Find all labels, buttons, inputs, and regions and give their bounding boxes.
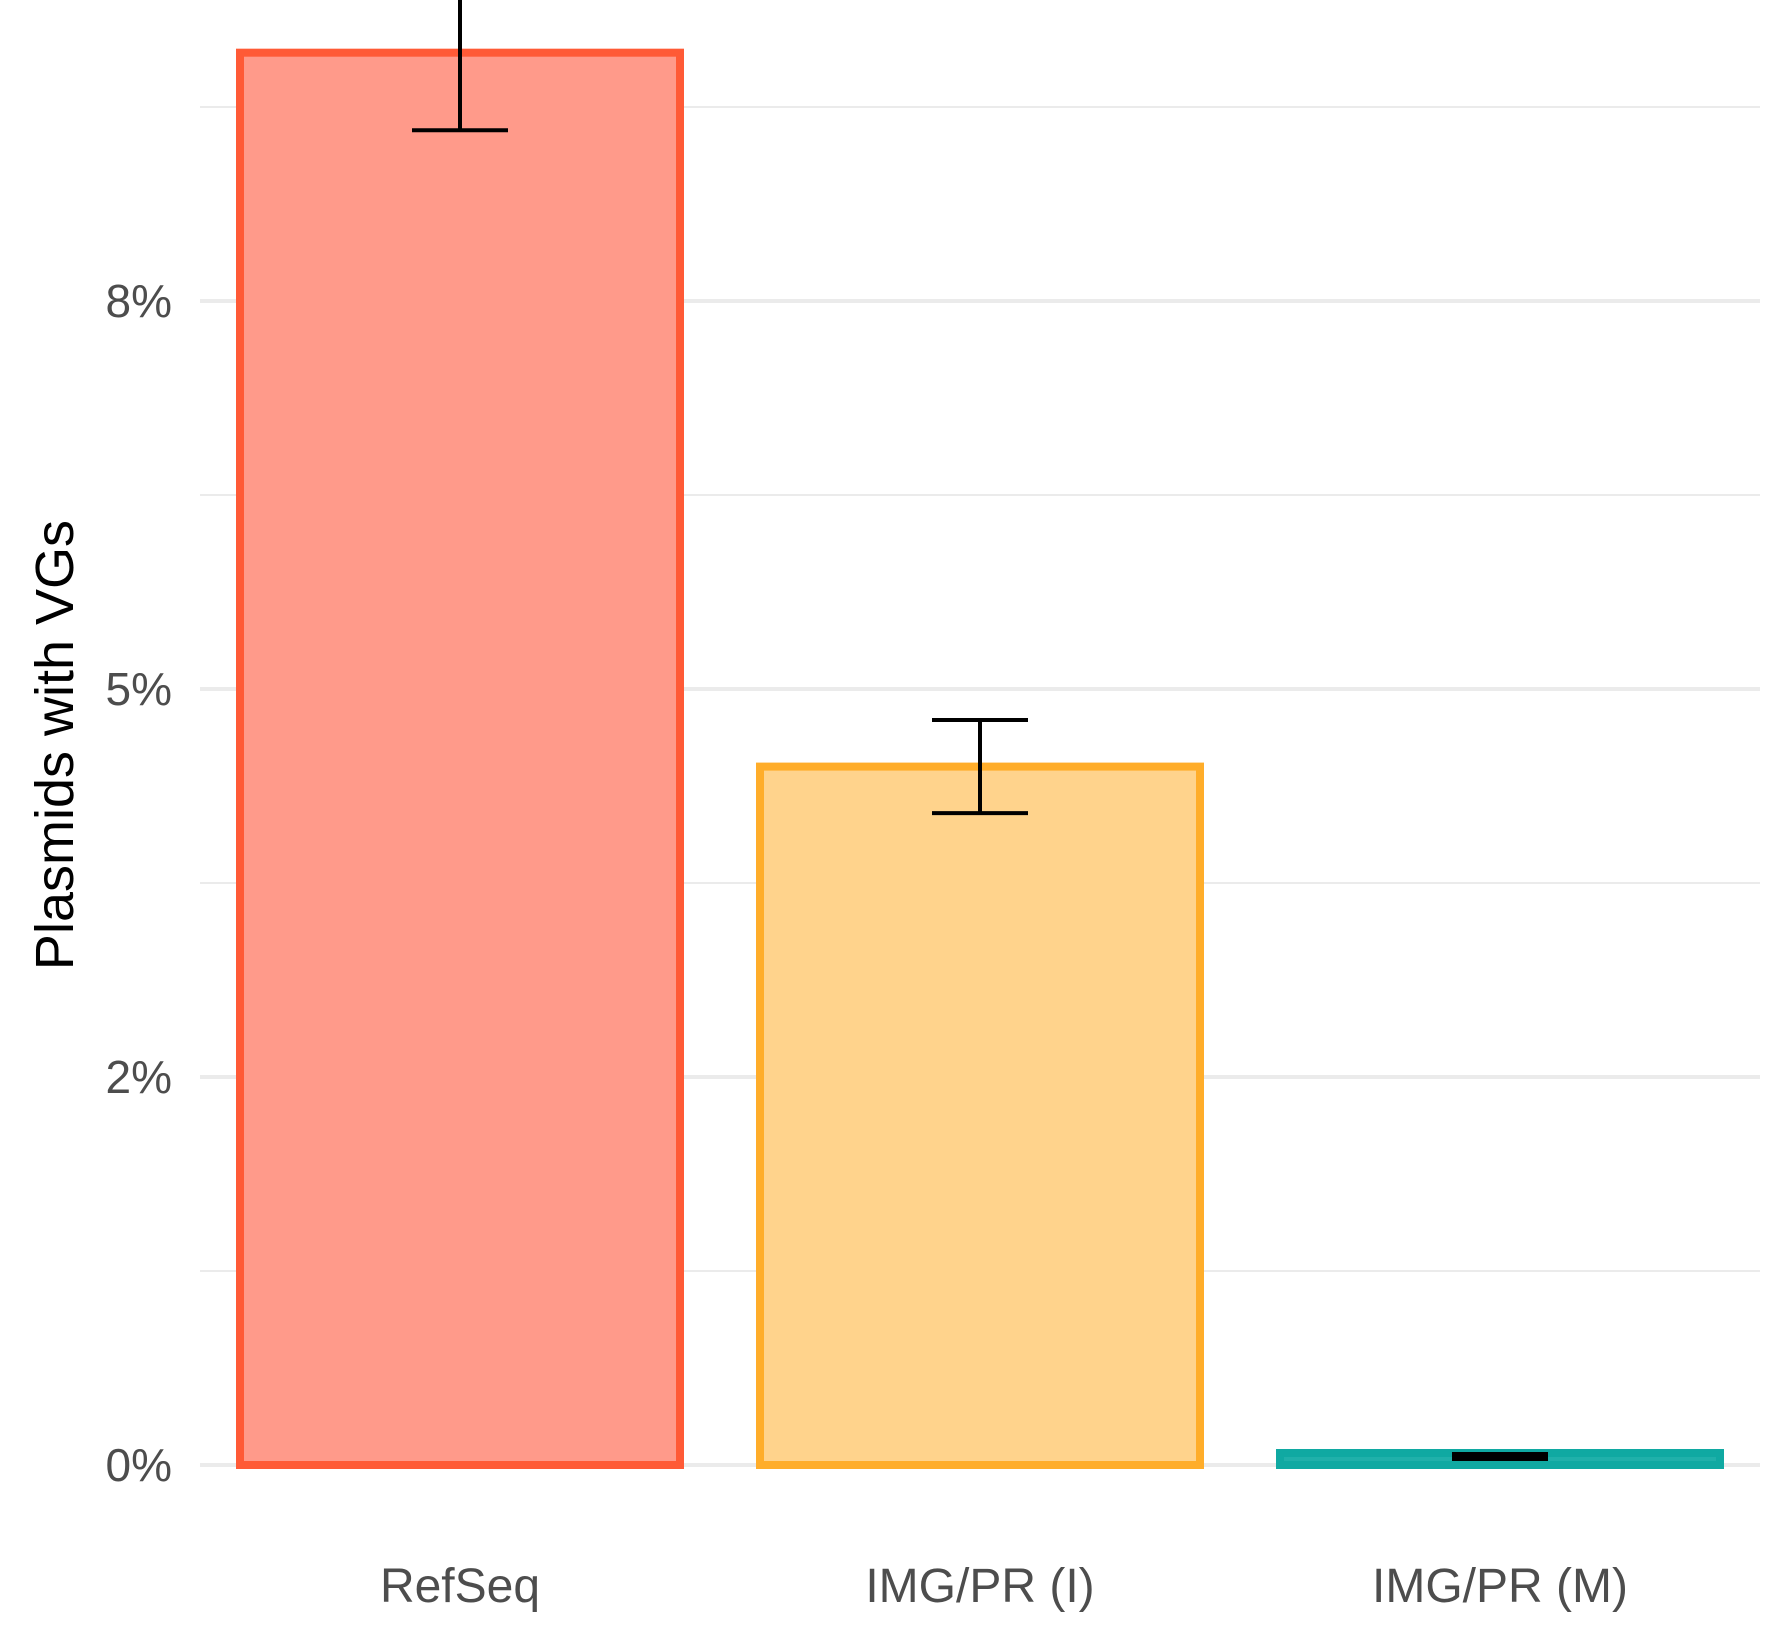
x-tick-label: IMG/PR (M) xyxy=(1372,1560,1628,1613)
y-tick-label: 5% xyxy=(106,663,172,715)
error-bars xyxy=(412,0,1548,1461)
bar xyxy=(236,48,684,1469)
x-tick-label: RefSeq xyxy=(380,1560,540,1613)
error-bar xyxy=(412,0,508,133)
error-bar-cap xyxy=(1452,1452,1548,1461)
y-axis-title: Plasmids with VGs xyxy=(25,520,85,970)
y-tick-label: 8% xyxy=(106,275,172,327)
error-bar xyxy=(1452,1452,1548,1461)
x-axis-tick-labels: RefSeq IMG/PR (I) IMG/PR (M) xyxy=(380,1560,1628,1613)
bars xyxy=(236,48,1724,1469)
y-axis-tick-labels: 0% 2% 5% 8% xyxy=(106,275,172,1491)
bar xyxy=(756,762,1204,1469)
x-tick-label: IMG/PR (I) xyxy=(865,1560,1094,1613)
y-tick-label: 0% xyxy=(106,1439,172,1491)
y-tick-label: 2% xyxy=(106,1051,172,1103)
error-bar xyxy=(932,718,1028,816)
